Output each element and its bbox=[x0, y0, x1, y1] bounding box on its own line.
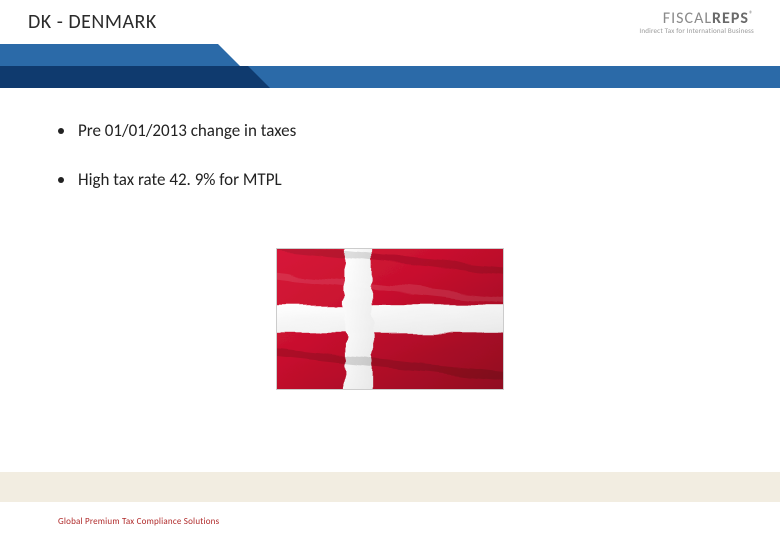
bullet-dot-icon bbox=[58, 177, 64, 183]
logo-registered: ® bbox=[749, 10, 754, 20]
footer-text: Global Premium Tax Compliance Solutions bbox=[58, 516, 219, 527]
flag-container bbox=[0, 248, 780, 390]
decorative-bar bbox=[0, 44, 780, 88]
bar-notch-blue bbox=[270, 66, 780, 88]
bullet-item: Pre 01/01/2013 change in taxes bbox=[58, 120, 740, 141]
denmark-flag-icon bbox=[276, 248, 504, 390]
bullet-text: High tax rate 42. 9% for MTPL bbox=[78, 169, 282, 190]
header: DK - DENMARK FISCALREPS® Indirect Tax fo… bbox=[0, 0, 780, 44]
page-title: DK - DENMARK bbox=[28, 10, 157, 34]
footer: Global Premium Tax Compliance Solutions bbox=[0, 502, 780, 540]
slide: DK - DENMARK FISCALREPS® Indirect Tax fo… bbox=[0, 0, 780, 540]
bullet-item: High tax rate 42. 9% for MTPL bbox=[58, 169, 740, 190]
logo-subtitle: Indirect Tax for International Business bbox=[639, 26, 754, 35]
logo: FISCALREPS® Indirect Tax for Internation… bbox=[639, 9, 754, 35]
bar-notch-white bbox=[240, 44, 780, 66]
bullet-text: Pre 01/01/2013 change in taxes bbox=[78, 120, 296, 141]
bullet-dot-icon bbox=[58, 128, 64, 134]
content: Pre 01/01/2013 change in taxes High tax … bbox=[58, 120, 740, 218]
footer-bar bbox=[0, 472, 780, 502]
